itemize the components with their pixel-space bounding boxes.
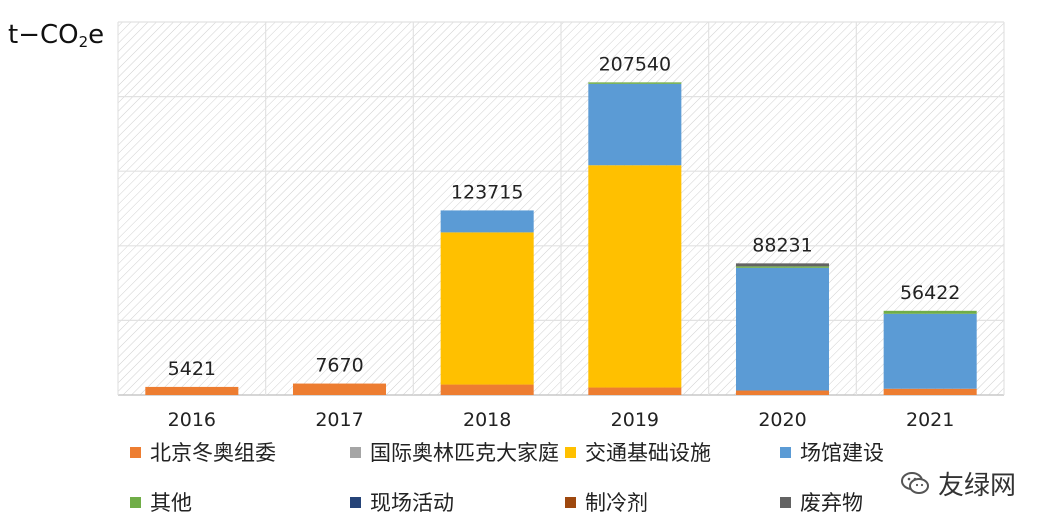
bar-total-label: 88231 — [752, 234, 812, 256]
x-tick-label: 2020 — [758, 409, 806, 430]
x-tick-label: 2019 — [611, 409, 659, 430]
legend-item: 其他 — [130, 488, 350, 516]
bar-segment — [292, 383, 387, 395]
legend-label: 国际奥林匹克大家庭 — [370, 441, 559, 465]
bar-segment — [735, 267, 830, 391]
legend-item: 制冷剂 — [565, 488, 780, 516]
y-axis-label-main: t−CO — [8, 20, 79, 50]
y-axis-label: t−CO2e — [8, 20, 104, 51]
bar-segment — [588, 165, 682, 388]
bar-segment — [735, 390, 830, 395]
legend-label: 北京冬奥组委 — [150, 441, 276, 465]
x-tick-label: 2017 — [315, 409, 363, 430]
y-axis-label-sub: 2 — [78, 33, 89, 51]
legend-swatch — [565, 496, 576, 508]
bar-total-label: 207540 — [599, 53, 672, 75]
legend-swatch — [350, 446, 361, 458]
bar-segment — [440, 384, 534, 395]
legend-label: 制冷剂 — [585, 491, 648, 515]
y-axis-label-suffix: e — [88, 20, 105, 50]
bar-segment — [440, 232, 534, 385]
bar-segment — [735, 263, 830, 267]
legend-swatch — [565, 446, 576, 458]
legend-item: 场馆建设 — [780, 438, 930, 466]
legend-swatch — [130, 496, 141, 508]
bar-total-label: 56422 — [900, 282, 960, 304]
bar-segment — [145, 386, 239, 395]
bar-total-label: 5421 — [168, 358, 216, 380]
legend-label: 其他 — [150, 491, 192, 515]
bar-segment — [883, 313, 977, 389]
x-tick-label: 2016 — [168, 409, 216, 430]
bar-segment — [588, 387, 682, 395]
legend-item: 现场活动 — [350, 488, 565, 516]
legend-label: 场馆建设 — [800, 441, 884, 465]
legend-item: 国际奥林匹克大家庭 — [350, 438, 565, 466]
legend-swatch — [350, 496, 361, 508]
bar-segment — [588, 82, 682, 84]
bar-segment — [440, 210, 534, 233]
gridlines — [117, 21, 1005, 396]
total-labels-group: 5421 7670 123715 207540 88231 56422 — [168, 53, 961, 380]
watermark-text: 友绿网 — [937, 471, 1016, 501]
legend-label: 废弃物 — [800, 491, 863, 515]
bar-total-label: 7670 — [315, 355, 363, 377]
legend-swatch — [780, 496, 791, 508]
bar-segment — [883, 310, 977, 314]
legend-item: 北京冬奥组委 — [130, 438, 350, 466]
legend-label: 交通基础设施 — [585, 441, 711, 465]
bar-total-label: 123715 — [451, 181, 524, 203]
x-tick-label: 2018 — [463, 409, 511, 430]
legend-item: 交通基础设施 — [565, 438, 780, 466]
bar-segment — [588, 83, 682, 166]
legend-swatch — [780, 446, 791, 458]
legend-item: 废弃物 — [780, 488, 930, 516]
bar-segment — [735, 266, 830, 268]
x-tick-labels-group: 2016 2017 2018 2019 2020 2021 — [168, 409, 955, 431]
bars-group — [145, 82, 977, 395]
bar-segment — [883, 388, 977, 395]
legend-label: 现场活动 — [370, 491, 454, 515]
watermark: 友绿网 — [900, 465, 1016, 502]
wechat-icon — [900, 471, 930, 497]
legend: 北京冬奥组委 国际奥林匹克大家庭 交通基础设施 场馆建设其他 现场活动 制冷剂 废弃物 — [130, 438, 890, 518]
x-tick-label: 2021 — [906, 409, 954, 430]
legend-swatch — [130, 446, 141, 458]
